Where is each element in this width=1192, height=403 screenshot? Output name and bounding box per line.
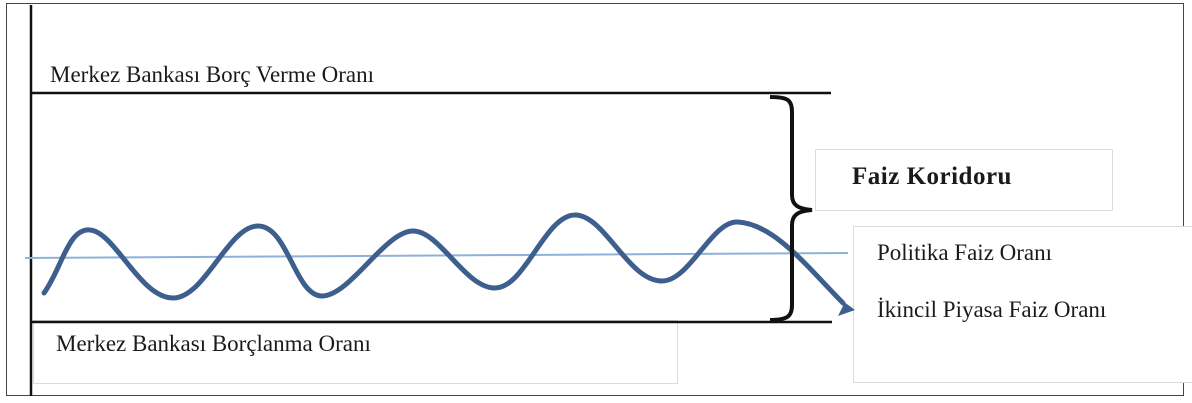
diagram-frame (6, 3, 1184, 396)
legend-box (853, 226, 1192, 383)
secondary-rate-label: İkincil Piyasa Faiz Oranı (877, 297, 1107, 322)
corridor-label-box (815, 149, 1113, 211)
corridor-label: Faiz Koridoru (852, 163, 1012, 190)
wave-arrowhead (836, 296, 855, 316)
policy-rate-line (24, 252, 849, 259)
borrowing-rate-label: Merkez Bankası Borçlanma Oranı (56, 331, 371, 356)
policy-rate-label: Politika Faiz Oranı (877, 240, 1053, 265)
corridor-brace (769, 95, 813, 322)
borrowing-rate-label-box (33, 320, 678, 384)
lending-rate-label: Merkez Bankası Borç Verme Oranı (50, 62, 375, 87)
secondary-market-rate-wave (41, 212, 846, 306)
